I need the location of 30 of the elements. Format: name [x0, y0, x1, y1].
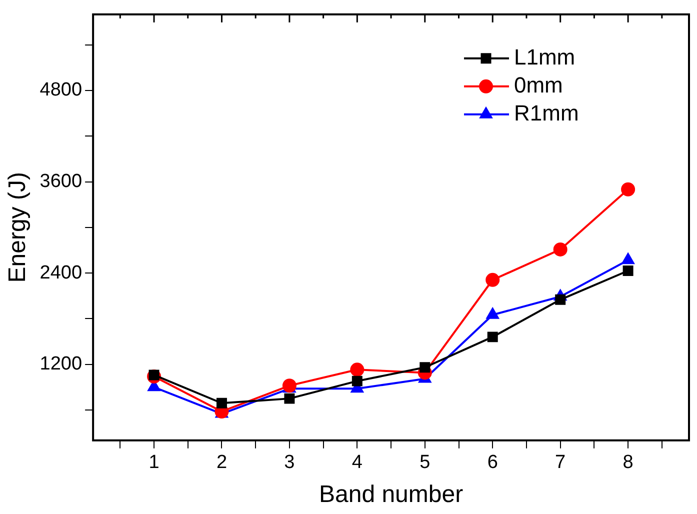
point	[284, 393, 295, 404]
x-tick-label: 8	[622, 452, 634, 474]
point	[622, 253, 634, 264]
point	[621, 182, 636, 196]
x-tick-label: 5	[420, 452, 430, 474]
y-tick-label: 1200	[40, 354, 82, 375]
y-axis-title: Energy (J)	[4, 172, 32, 283]
legend-label: L1mm	[514, 44, 576, 70]
x-tick-label: 3	[284, 452, 295, 474]
y-tick-label: 2400	[40, 262, 82, 284]
point	[622, 266, 634, 276]
point	[350, 362, 364, 377]
point	[420, 362, 430, 373]
point	[352, 376, 362, 386]
x-tick-label: 6	[487, 452, 498, 474]
x-tick-label: 1	[148, 452, 160, 474]
x-tick-label: 7	[555, 452, 566, 474]
point	[486, 308, 499, 319]
point	[553, 242, 568, 256]
y-tick-label: 4800	[40, 80, 82, 101]
x-tick-label: 2	[216, 452, 228, 474]
y-tick-label: 3600	[40, 170, 82, 192]
legend-label: 0mm	[514, 72, 563, 98]
point	[486, 272, 500, 287]
x-axis-title: Band number	[318, 481, 464, 508]
legend-label: R1mm	[514, 100, 579, 126]
point	[148, 370, 160, 380]
point	[216, 398, 227, 408]
x-tick-label: 4	[352, 452, 363, 474]
point	[487, 332, 498, 342]
